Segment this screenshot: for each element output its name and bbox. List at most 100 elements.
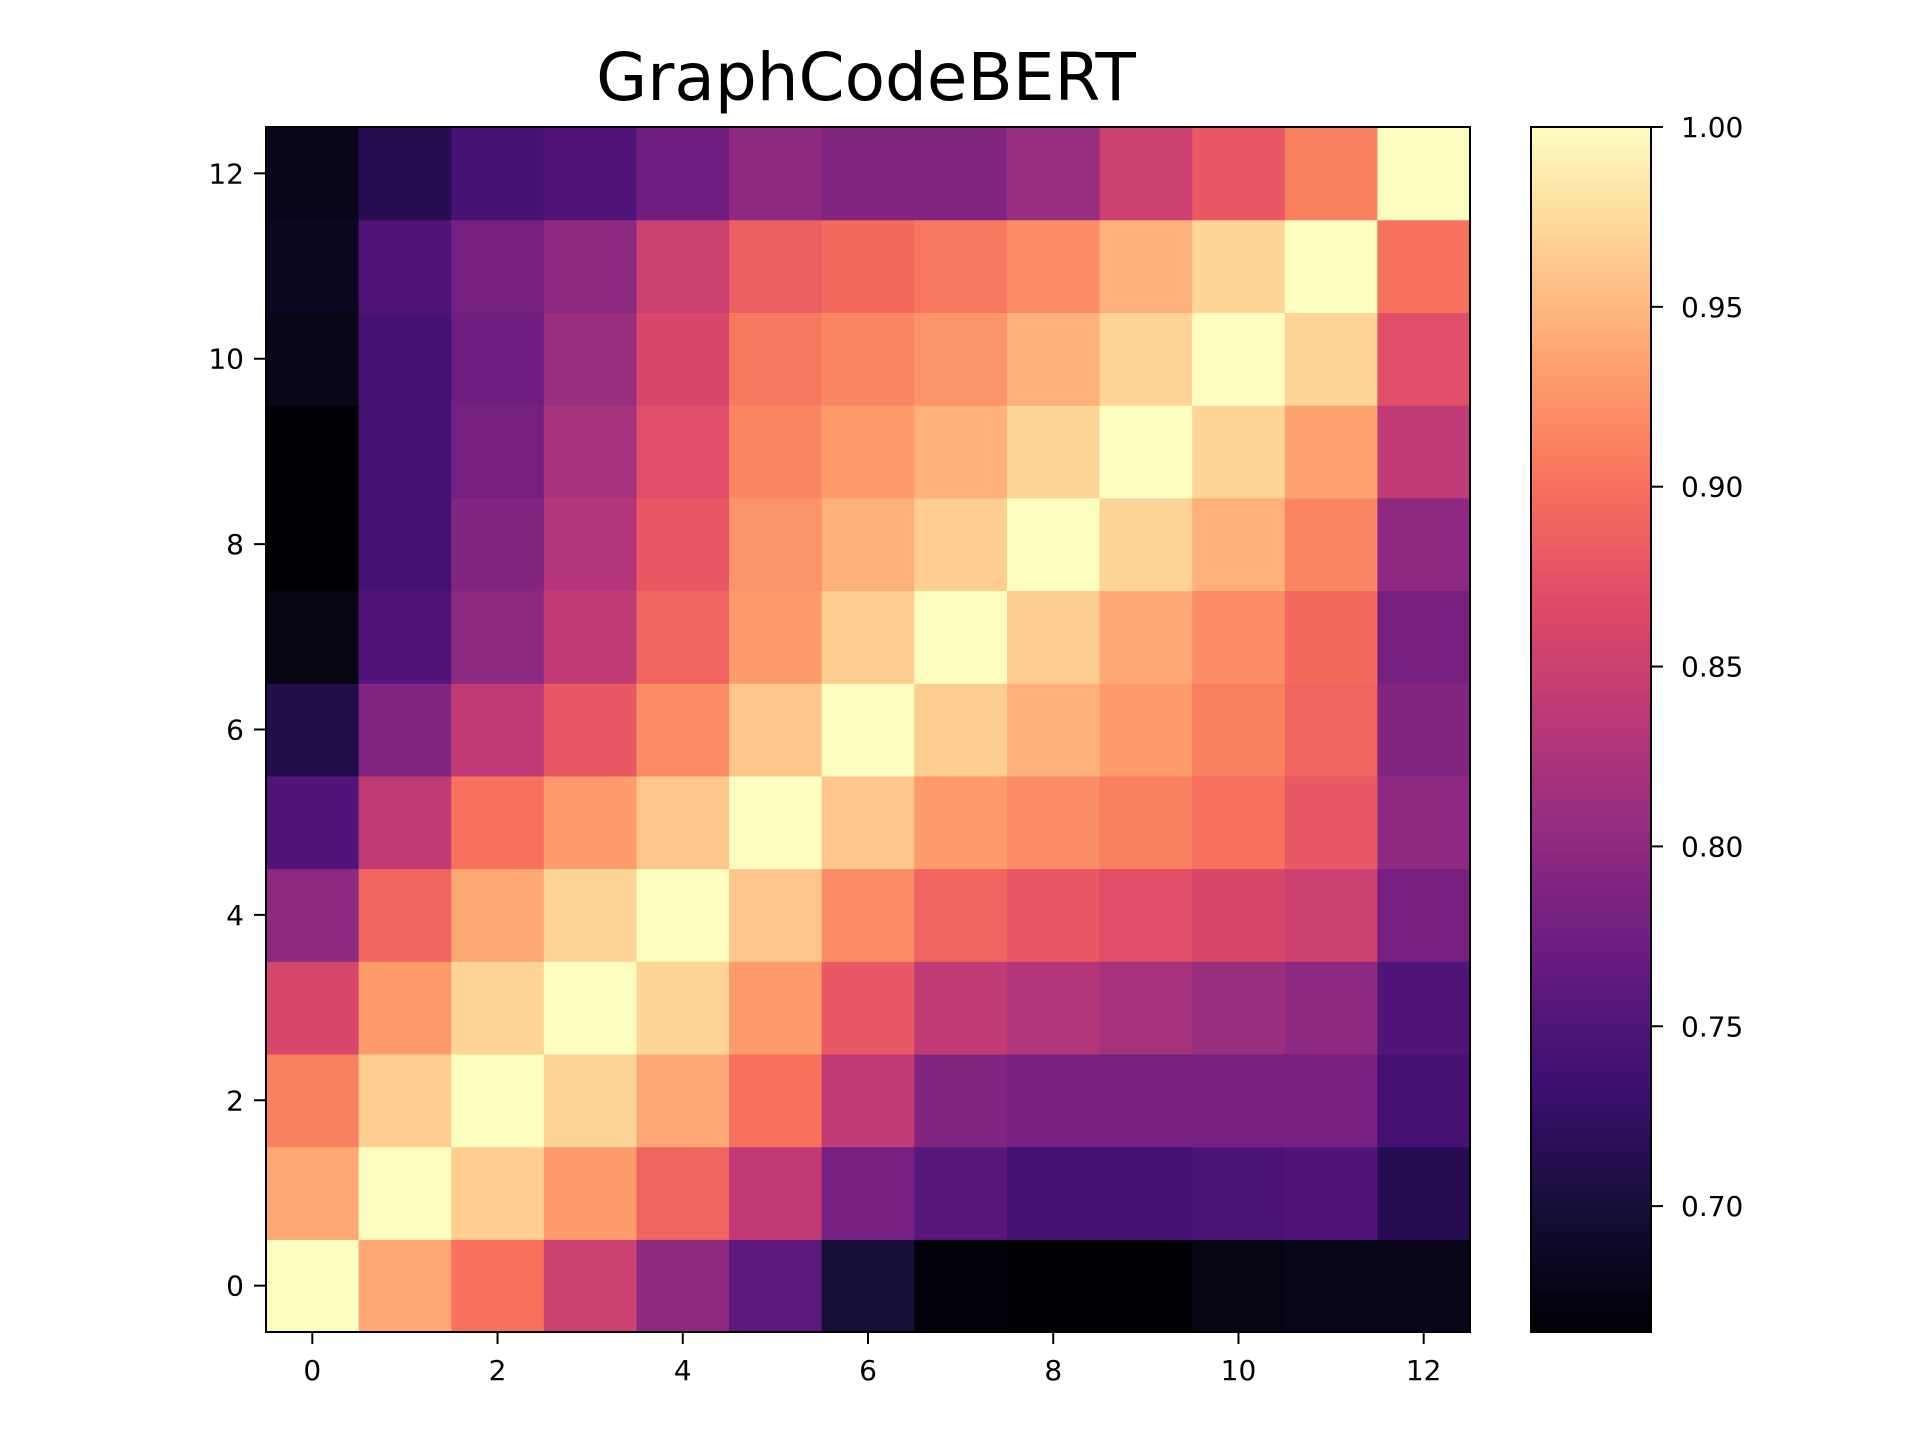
heatmap-cell — [636, 219, 730, 313]
heatmap-cell — [358, 497, 452, 592]
heatmap-cell — [1284, 497, 1378, 592]
heatmap-cell — [543, 683, 638, 777]
colorbar-tick-label: 0.70 — [1681, 1190, 1743, 1223]
heatmap-cell — [1192, 961, 1286, 1055]
heatmap-cell — [1099, 1239, 1193, 1333]
colorbar-axis: 0.70 0.75 0.80 0.85 0.90 0.95 1.00 — [1651, 111, 1743, 1223]
heatmap-cell — [1099, 1053, 1193, 1148]
heatmap-cell — [1377, 497, 1471, 592]
heatmap-cell — [821, 961, 915, 1055]
heatmap-cell — [1192, 868, 1286, 962]
heatmap-cell — [451, 961, 545, 1055]
heatmap-cell — [729, 497, 823, 592]
heatmap-cell — [358, 961, 452, 1055]
heatmap-cell — [266, 590, 360, 684]
chart-title: GraphCodeBERT — [596, 39, 1136, 116]
heatmap-cell — [636, 497, 730, 592]
heatmap-cell — [1006, 868, 1101, 962]
colorbar-tick-label: 1.00 — [1681, 111, 1743, 144]
heatmap-cell — [1006, 497, 1101, 592]
colorbar-tick-label: 0.75 — [1681, 1010, 1743, 1043]
x-tick-label: 6 — [859, 1354, 877, 1387]
heatmap-cell — [636, 1239, 730, 1333]
heatmap-cell — [543, 219, 638, 313]
heatmap-cell — [1284, 1146, 1378, 1240]
heatmap-cell — [1284, 405, 1378, 499]
heatmap-cell — [1284, 961, 1378, 1055]
heatmap-cell — [543, 1053, 638, 1148]
heatmap-cell — [914, 868, 1008, 962]
x-tick-label: 0 — [303, 1354, 321, 1387]
heatmap-cell — [821, 312, 915, 406]
heatmap-cell — [1099, 590, 1193, 684]
heatmap-cell — [1284, 312, 1378, 406]
heatmap-cell — [914, 127, 1008, 221]
heatmap-cell — [1192, 590, 1286, 684]
heatmap-cell — [1006, 312, 1101, 406]
heatmap-cell — [358, 1053, 452, 1148]
heatmap-cell — [1192, 1146, 1286, 1240]
heatmap-cell — [1377, 127, 1471, 221]
heatmap-cell — [543, 405, 638, 499]
heatmap-cell — [1192, 312, 1286, 406]
heatmap-cell — [451, 1146, 545, 1240]
heatmap-cell — [729, 868, 823, 962]
heatmap-cell — [358, 1239, 452, 1333]
heatmap-cell — [266, 1146, 360, 1240]
x-tick-label: 12 — [1406, 1354, 1442, 1387]
heatmap-cell — [1192, 127, 1286, 221]
x-tick-label: 8 — [1044, 1354, 1062, 1387]
heatmap-cell — [821, 219, 915, 313]
heatmap-cell — [1006, 219, 1101, 313]
heatmap-cell — [1099, 868, 1193, 962]
heatmap-cell — [821, 590, 915, 684]
heatmap-cell — [1006, 1146, 1101, 1240]
heatmap-cell — [914, 961, 1008, 1055]
heatmap-cell — [451, 868, 545, 962]
heatmap-cell — [914, 1239, 1008, 1333]
heatmap-cell — [1099, 775, 1193, 870]
heatmap-cell — [1192, 1239, 1286, 1333]
heatmap-cell — [543, 590, 638, 684]
heatmap-cell — [1006, 590, 1101, 684]
heatmap-cell — [266, 497, 360, 592]
heatmap-cell — [451, 219, 545, 313]
heatmap-cell — [1006, 405, 1101, 499]
heatmap-cell — [914, 219, 1008, 313]
heatmap-cell — [821, 1053, 915, 1148]
heatmap-cell — [1099, 497, 1193, 592]
heatmap-cell — [266, 868, 360, 962]
heatmap-cell — [1192, 1053, 1286, 1148]
heatmap-cell — [821, 127, 915, 221]
heatmap-cell — [1099, 683, 1193, 777]
colorbar-tick-label: 0.95 — [1681, 291, 1743, 324]
heatmap-cell — [1192, 775, 1286, 870]
heatmap-cell — [451, 127, 545, 221]
heatmap-cell — [1284, 775, 1378, 870]
heatmap-cell — [1377, 1239, 1471, 1333]
heatmap-cell — [1099, 312, 1193, 406]
heatmap-cell — [1099, 405, 1193, 499]
heatmap-cell — [266, 127, 360, 221]
y-tick-label: 0 — [226, 1270, 244, 1303]
heatmap-cell — [266, 683, 360, 777]
heatmap-cell — [636, 1053, 730, 1148]
heatmap-cell — [1284, 1053, 1378, 1148]
heatmap-cell — [358, 775, 452, 870]
heatmap-cell — [1006, 127, 1101, 221]
heatmap-cell — [729, 127, 823, 221]
heatmap-cell — [914, 497, 1008, 592]
heatmap-cell — [451, 590, 545, 684]
heatmap-cell — [914, 405, 1008, 499]
heatmap-cell — [914, 312, 1008, 406]
heatmap-cell — [821, 405, 915, 499]
y-tick-label: 8 — [226, 528, 244, 561]
heatmap-cell — [636, 961, 730, 1055]
heatmap-cell — [1192, 219, 1286, 313]
heatmap-cell — [729, 1239, 823, 1333]
heatmap-cell — [1284, 219, 1378, 313]
heatmap-cell — [358, 868, 452, 962]
heatmap-cell — [729, 590, 823, 684]
heatmap-cell — [729, 405, 823, 499]
